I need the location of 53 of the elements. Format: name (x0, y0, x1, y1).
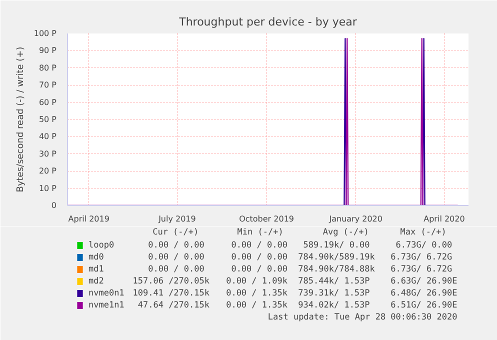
text: 0.00 / 1.35k (226, 300, 288, 310)
y-tick-label: 0 (51, 201, 57, 210)
text: 6.63G/ 26.90E (390, 276, 458, 286)
text: 0.00 / 0.00 (148, 264, 204, 274)
text: 784.90k/589.19k (298, 252, 375, 262)
text: 0.00 / 0.00 (148, 240, 204, 250)
x-tick-label: April 2020 (424, 214, 465, 224)
x-tick-label: July 2019 (158, 214, 196, 224)
y-tick-label: 20 P (38, 166, 57, 176)
chart-title: Throughput per device - by year (178, 16, 358, 28)
legend-label: nvme0n1 (88, 288, 124, 298)
y-tick-label: 70 P (38, 80, 57, 90)
y-tick-label: 10 P (38, 184, 57, 193)
text: 0.00 / 0.00 (148, 252, 204, 262)
text: 157.06 /270.05k (132, 276, 210, 286)
y-tick-label: 100 P (34, 29, 57, 38)
legend-label: nvme1n1 (88, 300, 124, 310)
text: 934.02k/ 1.53P (298, 300, 370, 310)
text: 0.00 / 1.35k (226, 288, 288, 298)
legend-label: loop0 (88, 240, 114, 250)
text: Min (-/+) (237, 228, 284, 238)
legend-label: md0 (88, 252, 104, 262)
y-tick-label: 50 P (38, 115, 57, 124)
text: 47.64 /270.15k (138, 300, 210, 310)
x-tick-label: January 2020 (328, 214, 382, 224)
text: Max (-/+) (400, 228, 446, 238)
legend-label: md1 (88, 264, 104, 274)
text: 739.31k/ 1.53P (298, 288, 370, 298)
text: Avg (-/+) (322, 228, 369, 238)
text: Last update: Tue Apr 28 00:06:30 2020 (268, 312, 458, 322)
text: 6.73G/ 6.72G (390, 264, 452, 274)
text: 785.44k/ 1.53P (298, 276, 370, 286)
legend-label: md2 (88, 276, 104, 286)
y-tick-label: 60 P (38, 98, 57, 107)
x-tick-label: April 2019 (68, 214, 110, 224)
text: 0.00 / 0.00 (231, 252, 288, 262)
text: 6.51G/ 26.90E (390, 300, 458, 310)
y-tick-label: 90 P (38, 46, 57, 56)
text: 0.00 / 0.00 (231, 264, 288, 274)
text: 0.00 / 0.00 (231, 240, 288, 250)
text: 6.48G/ 26.90E (390, 288, 458, 298)
x-tick-label: October 2019 (239, 214, 294, 224)
y-tick-label: 80 P (38, 63, 57, 72)
text: 784.90k/784.88k (298, 264, 375, 274)
text: 109.41 /270.15k (132, 288, 210, 298)
text: 6.73G/ 6.72G (390, 252, 452, 262)
text: 0.00 / 1.09k (226, 276, 288, 286)
text: 6.73G/ 0.00 (396, 240, 452, 250)
y-axis-title: Bytes/second read (-) / write (+) (16, 46, 26, 192)
text: Cur (-/+) (152, 228, 199, 238)
y-tick-label: 30 P (38, 149, 57, 158)
y-tick-label: 40 P (38, 132, 57, 142)
text: 589.19k/ 0.00 (303, 240, 370, 250)
